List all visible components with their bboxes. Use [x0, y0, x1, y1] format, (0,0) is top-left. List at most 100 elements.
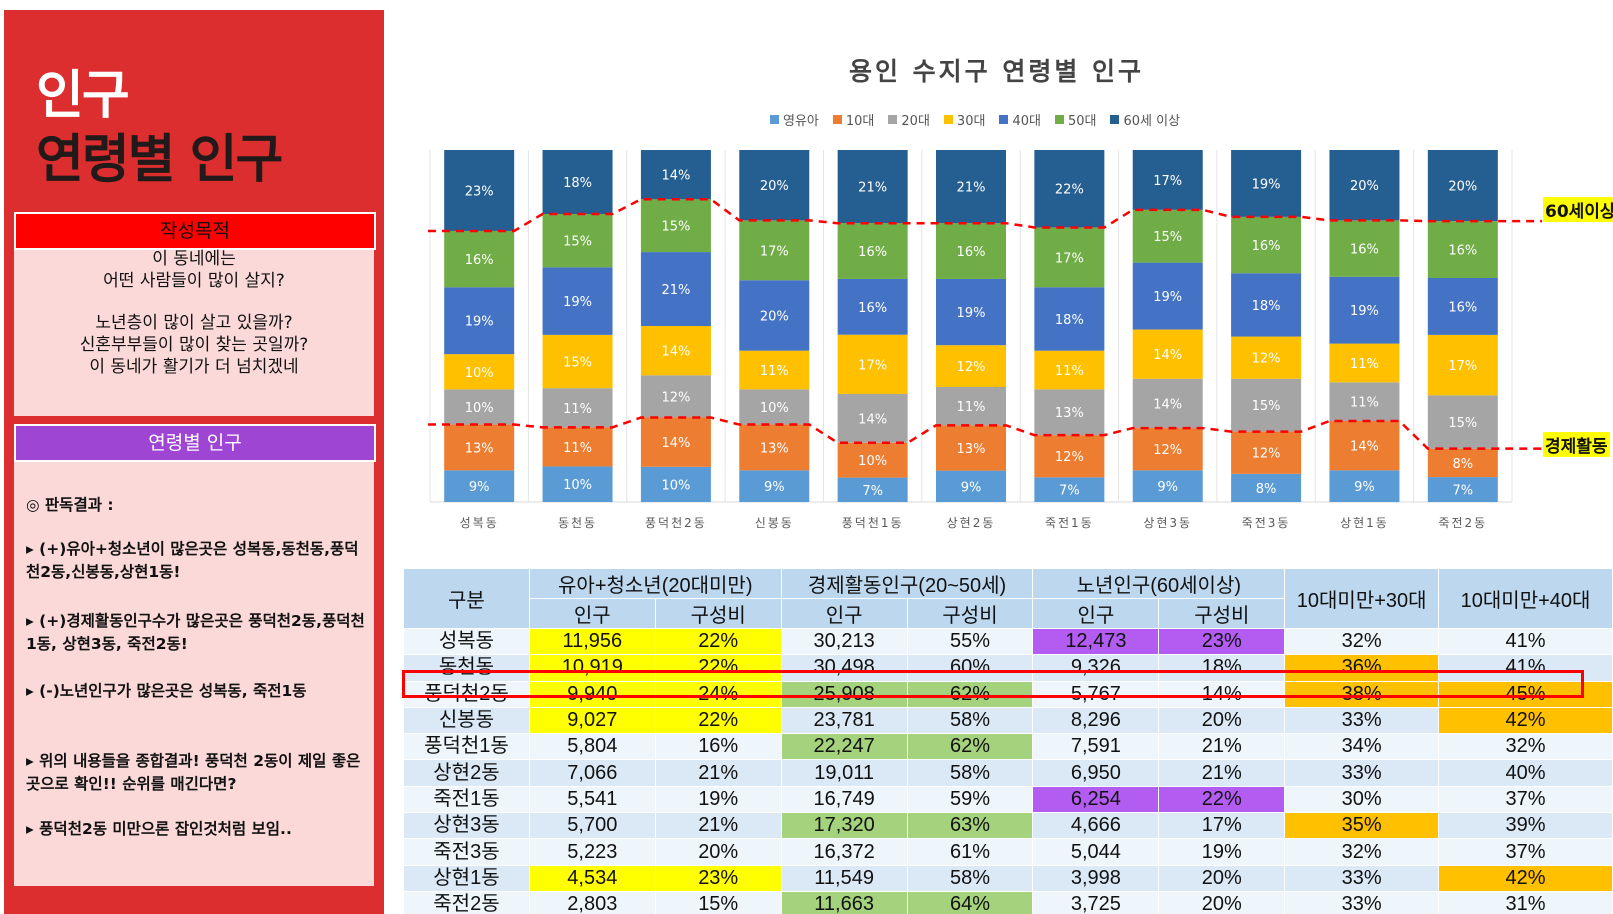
x-tick-label: 동천동 — [558, 515, 597, 530]
table-cell: 8,296 — [1032, 706, 1160, 735]
table-cell: 63% — [906, 812, 1034, 840]
bar-segment — [444, 389, 515, 425]
row-label: 상현1동 — [403, 864, 530, 892]
bar-segment — [1132, 262, 1203, 330]
row-label: 신봉동 — [403, 706, 530, 735]
finding-item: ▸ (+)유아+청소년이 많은곳은 성복동,동천동,풍덕천2동,신봉동,상현1동… — [26, 540, 359, 581]
data-label: 15% — [563, 235, 592, 250]
table-cell: 37% — [1438, 838, 1613, 866]
bar-segment — [739, 220, 810, 281]
data-label: 8% — [1453, 457, 1474, 472]
purpose-box: 이 동네에는 어떤 사람들이 많이 살지? 노년층이 많이 살고 있을까? 신혼… — [14, 249, 374, 416]
bar-segment — [1231, 336, 1302, 379]
table-cell: 21% — [654, 812, 782, 840]
bar-segment — [837, 477, 908, 502]
data-label: 12% — [1252, 352, 1281, 367]
bar-segment — [1132, 470, 1203, 502]
subheader: 인구 — [780, 598, 908, 629]
bar-segment — [1231, 431, 1302, 474]
table-cell: 3,725 — [1032, 890, 1160, 914]
data-label: 13% — [760, 441, 789, 456]
table-cell: 60% — [906, 654, 1034, 682]
table-cell: 16% — [654, 733, 782, 761]
x-tick-label: 성복동 — [460, 516, 499, 530]
finding-item: ▸ 위의 내용들을 종합결과! 풍덕천 2동이 제일 좋은곳으로 확인!! 순위… — [26, 752, 361, 793]
header-category: 구분 — [403, 568, 530, 629]
bar-segment — [936, 278, 1006, 346]
bar-segment — [1329, 343, 1400, 383]
row-label: 상현2동 — [403, 759, 530, 787]
bar-segment — [1034, 287, 1105, 351]
table-cell: 6,254 — [1032, 785, 1160, 814]
data-label: 19% — [957, 306, 986, 321]
table-row: 동천동 10,919 22% 30,498 60% 9,326 18% 36% 41% — [403, 654, 1613, 682]
legend-swatch — [999, 115, 1009, 124]
table-row: 풍덕천2동 9,940 24% 25,908 62% 5,767 14% 38% 45% — [403, 680, 1613, 708]
table-cell: 36% — [1284, 654, 1440, 682]
bar-segment — [1231, 378, 1302, 432]
legend-label: 50대 — [1067, 114, 1097, 129]
x-tick-label: 죽전3동 — [1242, 516, 1291, 530]
table-cell: 9,027 — [528, 706, 656, 735]
data-label: 9% — [469, 480, 490, 495]
data-label: 11% — [563, 441, 592, 456]
header-elderly: 노년인구(60세이상) — [1032, 568, 1286, 599]
data-label: 14% — [1153, 348, 1182, 363]
subheader: 인구 — [528, 598, 656, 629]
data-label: 21% — [661, 283, 690, 298]
table-cell: 6,950 — [1032, 759, 1160, 787]
bar-segment — [936, 345, 1006, 387]
table-cell: 16,749 — [780, 785, 908, 814]
bar-segment — [1329, 150, 1400, 221]
row-label: 풍덕천2동 — [403, 680, 530, 708]
bar-segment — [542, 267, 613, 335]
data-label: 14% — [1153, 397, 1182, 412]
table-cell: 62% — [906, 733, 1034, 761]
bar-segment — [1427, 395, 1498, 449]
bar-segment — [1132, 150, 1203, 210]
table-cell: 30,213 — [780, 627, 908, 656]
data-label: 16% — [957, 245, 986, 260]
title-line2: 연령별 인구 — [36, 130, 283, 190]
row-label: 성복동 — [403, 627, 530, 656]
table-cell: 39% — [1438, 812, 1613, 840]
data-label: 17% — [1055, 251, 1084, 266]
bar-segment — [1034, 477, 1105, 502]
legend-item: 20대 — [888, 110, 930, 129]
bar-segment — [1427, 278, 1498, 335]
bar-segment — [542, 427, 613, 467]
header-youth: 유아+청소년(20대미만) — [528, 568, 782, 599]
x-tick-label: 풍덕천2동 — [645, 515, 707, 530]
table-cell: 5,541 — [528, 785, 656, 814]
bar-segment — [739, 470, 810, 502]
bar-segment — [1427, 477, 1498, 502]
legend-label: 40대 — [1012, 114, 1041, 129]
bar-segment — [1132, 209, 1203, 263]
data-label: 14% — [661, 345, 690, 360]
data-label: 14% — [661, 169, 690, 184]
bar-segment — [739, 389, 810, 425]
bar-segment — [837, 393, 908, 443]
data-label: 20% — [760, 179, 789, 194]
data-label: 23% — [465, 184, 494, 199]
data-label: 15% — [1252, 399, 1281, 414]
purpose-line: 신혼부부들이 많이 찾는 곳일까? — [79, 335, 309, 355]
data-label: 15% — [1153, 230, 1182, 245]
data-label: 20% — [1350, 179, 1379, 194]
row-label: 죽전2동 — [403, 890, 530, 914]
table-row: 상현1동 4,534 23% 11,549 58% 3,998 20% 33% 42% — [403, 864, 1613, 892]
data-label: 13% — [1055, 406, 1084, 421]
subheader: 인구 — [1032, 598, 1160, 629]
bar-segment — [1132, 378, 1203, 429]
table-cell: 4,666 — [1032, 812, 1160, 840]
bar-segment — [739, 424, 810, 471]
table-cell: 31% — [1438, 890, 1613, 914]
header-under10-30s: 10대미만+30대 — [1284, 568, 1440, 629]
data-label: 19% — [465, 315, 494, 330]
age-header: 연령별 인구 — [14, 424, 376, 462]
table-cell: 19,011 — [780, 759, 908, 787]
bar-segment — [1132, 329, 1203, 379]
bar-segment — [444, 470, 515, 502]
data-label: 9% — [764, 480, 785, 495]
